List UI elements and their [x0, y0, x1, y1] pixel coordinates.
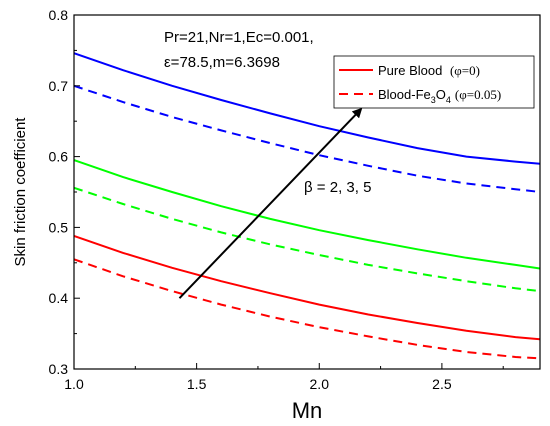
series-line-1: [74, 84, 540, 193]
legend-label-pure-blood-text: Pure Blood: [378, 63, 442, 78]
x-tick-label-3: 2.5: [432, 376, 452, 392]
legend-label-pure-blood: Pure Blood (φ=0): [378, 63, 480, 78]
ticks-layer: 1.0 1.5 2.0 2.5 0.3 0.4 0.5 0.6 0.7 0.8: [49, 7, 504, 392]
legend-label-o: O: [436, 87, 446, 102]
series-line-2: [74, 159, 540, 270]
series-line-0: [74, 52, 540, 165]
legend-label-blood-fe3o4-param: (φ=0.05): [455, 87, 501, 102]
x-axis-title: Mn: [292, 398, 323, 423]
series-line-4: [74, 234, 540, 341]
legend-label-pure-blood-param: (φ=0): [450, 63, 480, 78]
legend-label-fe-prefix: Blood-Fe: [378, 87, 431, 102]
y-tick-label-2: 0.5: [49, 219, 69, 235]
series-layer: [74, 52, 540, 360]
y-tick-label-0: 0.3: [49, 361, 69, 377]
y-tick-label-4: 0.7: [49, 78, 69, 94]
y-tick-label-5: 0.8: [49, 7, 69, 23]
annotation-params-line-1: Pr=21,Nr=1,Ec=0.001,: [164, 29, 314, 46]
legend: Pure Blood (φ=0) Blood-Fe3O4 (φ=0.05): [333, 55, 535, 109]
series-line-3: [74, 186, 540, 293]
plot-frame: [73, 14, 541, 370]
x-tick-label-2: 2.0: [310, 376, 330, 392]
y-tick-label-3: 0.6: [49, 149, 69, 165]
legend-box: [333, 55, 535, 109]
x-tick-label-1: 1.5: [187, 376, 207, 392]
x-tick-label-0: 1.0: [64, 376, 84, 392]
series-line-5: [74, 258, 540, 360]
beta-trend-arrow: [178, 107, 363, 299]
beta-label: β = 2, 3, 5: [304, 179, 371, 196]
y-tick-label-1: 0.4: [49, 290, 69, 306]
legend-label-sub-3: 3: [431, 95, 436, 105]
legend-label-blood-fe3o4: Blood-Fe3O4 (φ=0.05): [378, 87, 501, 105]
legend-label-sub-4: 4: [446, 95, 451, 105]
annotation-params-line-2: ε=78.5,m=6.3698: [164, 54, 280, 71]
y-axis-title: Skin friction coefficient: [12, 117, 29, 267]
